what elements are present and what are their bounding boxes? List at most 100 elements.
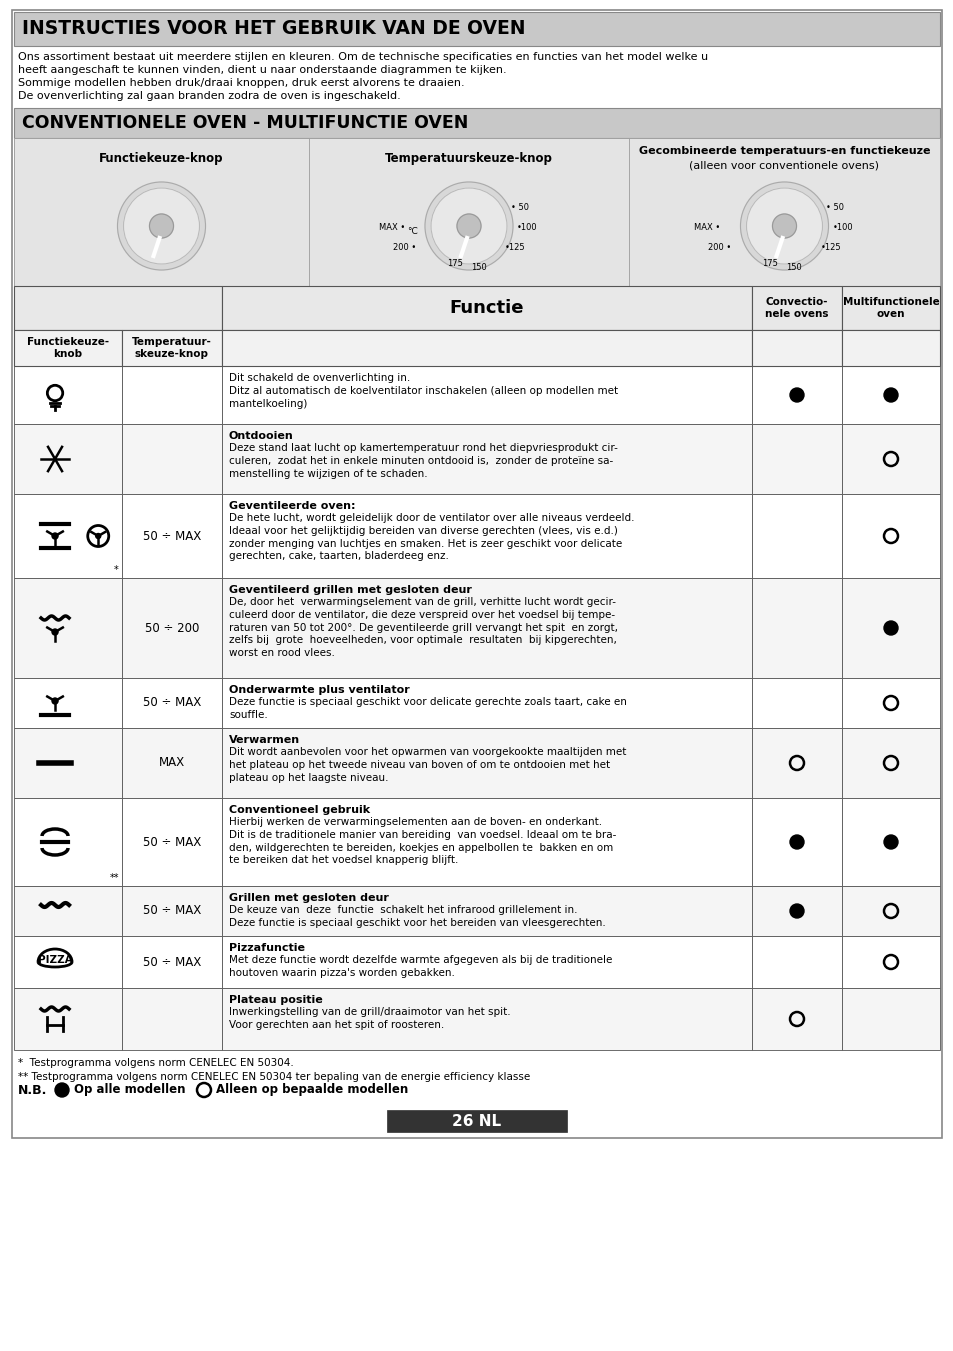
Text: CONVENTIONELE OVEN - MULTIFUNCTIE OVEN: CONVENTIONELE OVEN - MULTIFUNCTIE OVEN (22, 113, 468, 132)
Bar (628, 138, 939, 286)
Bar (841, 886, 939, 936)
Text: Functie: Functie (449, 299, 524, 317)
Bar (222, 330, 751, 366)
Circle shape (772, 213, 796, 238)
Text: De ovenverlichting zal gaan branden zodra de oven is ingeschakeld.: De ovenverlichting zal gaan branden zodr… (18, 91, 400, 101)
Text: 50 ÷ MAX: 50 ÷ MAX (143, 905, 201, 917)
Circle shape (745, 188, 821, 263)
Text: (alleen voor conventionele ovens): (alleen voor conventionele ovens) (689, 159, 879, 170)
Text: De, door het  verwarmingselement van de grill, verhitte lucht wordt gecir-
culee: De, door het verwarmingselement van de g… (229, 597, 618, 658)
Text: MAX: MAX (159, 757, 185, 770)
Text: 175: 175 (447, 259, 462, 269)
Bar (14, 798, 122, 886)
Bar (14, 728, 122, 798)
Text: Hierbij werken de verwarmingselementen aan de boven- en onderkant.
Dit is de tra: Hierbij werken de verwarmingselementen a… (229, 817, 616, 866)
Bar (841, 988, 939, 1050)
Text: De hete lucht, wordt geleidelijk door de ventilator over alle niveaus verdeeld.
: De hete lucht, wordt geleidelijk door de… (229, 513, 634, 562)
Bar (122, 330, 222, 366)
Circle shape (117, 182, 205, 270)
Text: Inwerkingstelling van de grill/draaimotor van het spit.
Voor gerechten aan het s: Inwerkingstelling van de grill/draaimoto… (229, 1006, 510, 1029)
Bar (751, 988, 841, 1050)
Circle shape (456, 213, 480, 238)
Text: Deze stand laat lucht op kamertemperatuur rond het diepvriesprodukt cir-
culeren: Deze stand laat lucht op kamertemperatuu… (229, 443, 618, 478)
Bar (122, 494, 222, 578)
Bar (14, 936, 122, 988)
Bar (122, 798, 222, 886)
Bar (122, 578, 222, 678)
Bar (14, 330, 122, 366)
Circle shape (52, 698, 58, 704)
Text: MAX •: MAX • (378, 223, 405, 232)
Text: Dit schakeld de ovenverlichting in.
Ditz al automatisch de koelventilator inscha: Dit schakeld de ovenverlichting in. Ditz… (229, 373, 618, 408)
Bar (14, 886, 122, 936)
Text: Ontdooien: Ontdooien (229, 431, 294, 440)
Text: • 50: • 50 (511, 204, 529, 212)
Text: • 50: • 50 (825, 204, 843, 212)
Text: 26 NL: 26 NL (452, 1113, 501, 1128)
Bar (222, 286, 751, 330)
Text: Sommige modellen hebben druk/draai knoppen, druk eerst alvorens te draaien.: Sommige modellen hebben druk/draai knopp… (18, 78, 464, 88)
Text: 150: 150 (785, 263, 801, 273)
Bar (841, 286, 939, 330)
Bar (122, 886, 222, 936)
Text: Functiekeuze-
knob: Functiekeuze- knob (27, 336, 109, 359)
Circle shape (431, 188, 506, 263)
Text: 150: 150 (471, 263, 486, 273)
Text: PIZZA: PIZZA (37, 955, 72, 965)
Bar (841, 494, 939, 578)
Bar (14, 138, 309, 286)
Text: Convectio-
nele ovens: Convectio- nele ovens (764, 297, 828, 319)
Bar (222, 988, 751, 1050)
Bar (841, 366, 939, 424)
Bar (222, 728, 751, 798)
Text: Conventioneel gebruik: Conventioneel gebruik (229, 805, 370, 815)
Bar (14, 494, 122, 578)
Bar (14, 366, 122, 424)
Bar (309, 138, 628, 286)
Bar (12, 9, 941, 1138)
Circle shape (883, 621, 897, 635)
Bar (751, 936, 841, 988)
Text: Op alle modellen: Op alle modellen (74, 1084, 185, 1097)
Text: Dit wordt aanbevolen voor het opwarmen van voorgekookte maaltijden met
het plate: Dit wordt aanbevolen voor het opwarmen v… (229, 747, 626, 782)
Text: Onderwarmte plus ventilator: Onderwarmte plus ventilator (229, 685, 410, 694)
Bar (841, 424, 939, 494)
Circle shape (424, 182, 513, 270)
Text: •100: •100 (832, 223, 852, 232)
Circle shape (789, 388, 803, 403)
Bar (387, 1111, 566, 1132)
Bar (751, 728, 841, 798)
Bar (14, 678, 122, 728)
Text: 50 ÷ MAX: 50 ÷ MAX (143, 697, 201, 709)
Bar (751, 494, 841, 578)
Bar (841, 936, 939, 988)
Text: Functiekeuze-knop: Functiekeuze-knop (99, 153, 224, 165)
Text: °C: °C (407, 227, 417, 235)
Bar (841, 728, 939, 798)
Circle shape (883, 388, 897, 403)
Circle shape (55, 1084, 69, 1097)
Bar (751, 678, 841, 728)
Text: INSTRUCTIES VOOR HET GEBRUIK VAN DE OVEN: INSTRUCTIES VOOR HET GEBRUIK VAN DE OVEN (22, 19, 525, 38)
Bar (751, 578, 841, 678)
Bar (14, 12, 939, 46)
Text: Geventileerd grillen met gesloten deur: Geventileerd grillen met gesloten deur (229, 585, 472, 594)
Text: **: ** (110, 873, 119, 884)
Bar (122, 424, 222, 494)
Text: 200 •: 200 • (708, 243, 731, 253)
Bar (14, 138, 939, 286)
Text: 50 ÷ 200: 50 ÷ 200 (145, 621, 199, 635)
Text: Deze functie is speciaal geschikt voor delicate gerechte zoals taart, cake en
so: Deze functie is speciaal geschikt voor d… (229, 697, 626, 720)
Text: Verwarmen: Verwarmen (229, 735, 300, 744)
Bar (14, 108, 939, 138)
Text: Plateau positie: Plateau positie (229, 994, 322, 1005)
Bar (222, 578, 751, 678)
Text: •125: •125 (504, 243, 525, 253)
Bar (751, 286, 841, 330)
Bar (14, 286, 222, 330)
Text: De keuze van  deze  functie  schakelt het infrarood grillelement in.
Deze functi: De keuze van deze functie schakelt het i… (229, 905, 605, 928)
Bar (122, 988, 222, 1050)
Text: MAX •: MAX • (694, 223, 720, 232)
Text: 175: 175 (761, 259, 778, 269)
Bar (222, 936, 751, 988)
